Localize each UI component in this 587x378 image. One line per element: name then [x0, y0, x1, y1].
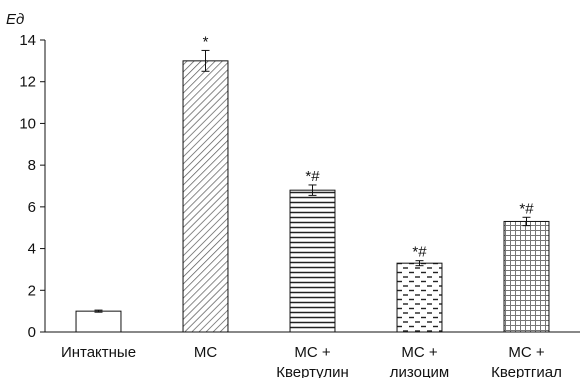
y-tick-label: 2 [28, 282, 36, 299]
bar [75, 310, 122, 333]
y-tick-label: 6 [28, 199, 36, 216]
y-tick-label: 8 [28, 157, 36, 174]
bars: * *# *# *# [75, 33, 550, 333]
y-axis-ticks: 0 2 4 6 8 10 12 14 [19, 32, 45, 341]
y-tick-label: 12 [19, 74, 36, 91]
y-tick-label: 4 [28, 241, 36, 258]
bar [289, 189, 336, 333]
significance-label: * [203, 33, 209, 50]
bar [182, 60, 229, 333]
x-axis-labels: Интактные МС МС + Квертулин МС + лизоцим МС + К… [61, 344, 562, 378]
x-category-label: МС [194, 344, 217, 361]
bar [503, 220, 550, 333]
y-tick-label: 10 [19, 115, 36, 132]
significance-label: *# [412, 244, 427, 261]
y-tick-label: 0 [28, 324, 36, 341]
y-tick-label: 14 [19, 32, 36, 49]
x-category-label: Интактные [61, 344, 136, 361]
significance-label: *# [519, 200, 534, 217]
bar [396, 262, 443, 333]
significance-label: *# [305, 168, 320, 185]
x-category-label: МС + Квертгиал [491, 344, 562, 378]
y-axis-unit-label: Ед [6, 11, 24, 28]
x-category-label: МС + лизоцим [390, 344, 449, 378]
x-category-label: МС + Квертулин [276, 344, 349, 378]
